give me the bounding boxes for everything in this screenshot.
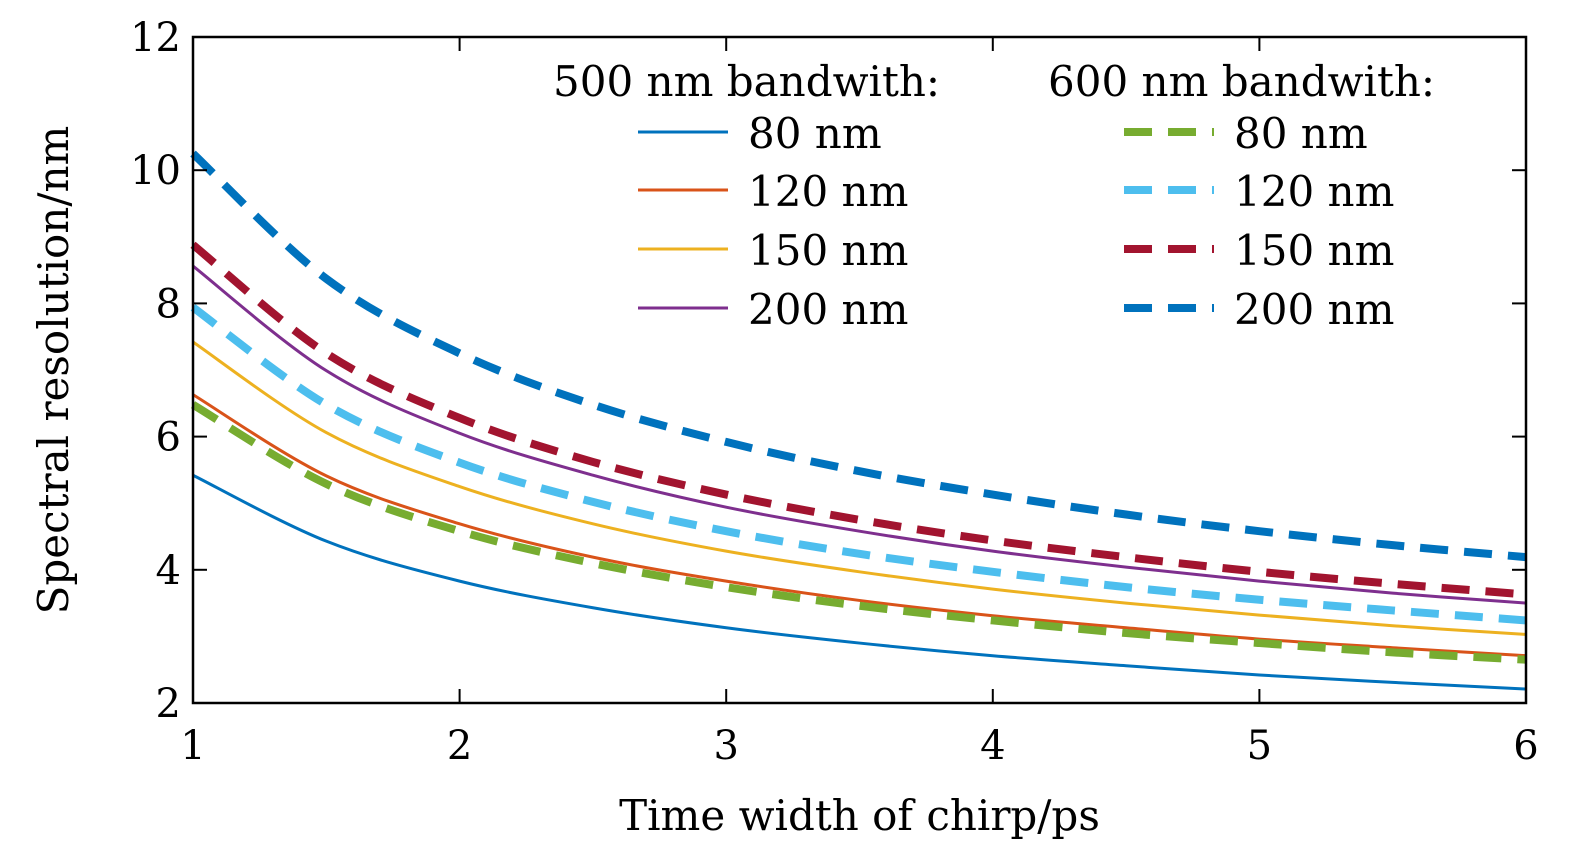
series-layer	[190, 150, 1527, 691]
series-line-600nm-120nm	[190, 304, 1527, 625]
legend-label-600nm-120nm: 120 nm	[1234, 167, 1394, 216]
plot-area-frame	[191, 35, 1528, 705]
legend-label-600nm-200nm: 200 nm	[1234, 285, 1394, 334]
y-axis-label: Spectral resolution/nm	[29, 126, 78, 615]
legend-label-600nm-80nm: 80 nm	[1234, 109, 1368, 158]
series-line-600nm-80nm	[190, 401, 1527, 664]
series-line-500nm-120nm	[192, 393, 1527, 658]
x-tick-label: 6	[1513, 723, 1538, 769]
y-tick-label: 2	[156, 681, 181, 727]
x-tick-label: 4	[980, 723, 1005, 769]
y-tick-label: 10	[130, 148, 181, 194]
x-tick-label: 3	[713, 723, 738, 769]
legend-group-title-500nm: 500 nm bandwith:	[553, 57, 940, 106]
series-line-500nm-80nm	[192, 473, 1527, 691]
series-line-500nm-150nm	[192, 340, 1527, 636]
x-tick-label: 1	[180, 723, 205, 769]
series-line-500nm-200nm	[192, 264, 1527, 605]
legend: 500 nm bandwith: 600 nm bandwith: 80 nm 1…	[553, 57, 1435, 334]
x-tick-label: 5	[1247, 723, 1272, 769]
y-tick-label: 8	[156, 281, 181, 327]
legend-label-500nm-80nm: 80 nm	[748, 109, 882, 158]
legend-label-500nm-120nm: 120 nm	[748, 167, 908, 216]
y-tick-label: 4	[156, 548, 181, 594]
legend-label-600nm-150nm: 150 nm	[1234, 226, 1394, 275]
y-tick-label: 12	[130, 15, 181, 61]
x-tick-label: 2	[447, 723, 472, 769]
y-tick-label: 6	[156, 415, 181, 461]
legend-label-500nm-200nm: 200 nm	[748, 285, 908, 334]
series-line-600nm-200nm	[190, 150, 1527, 562]
legend-group-title-600nm: 600 nm bandwith:	[1048, 57, 1435, 106]
series-line-600nm-150nm	[190, 241, 1527, 599]
legend-label-500nm-150nm: 150 nm	[748, 226, 908, 275]
x-axis-label: Time width of chirp/ps	[619, 791, 1100, 840]
